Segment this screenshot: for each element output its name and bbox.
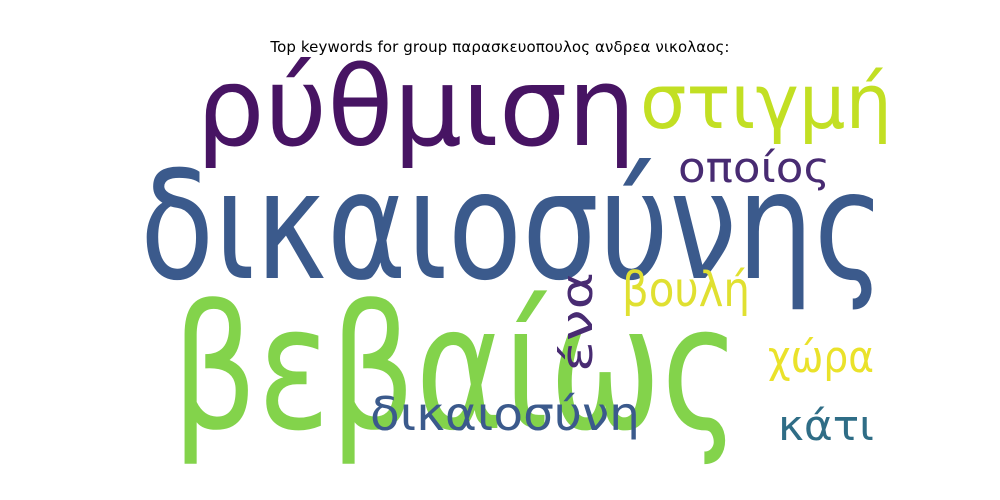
chart-title: Top keywords for group παρασκευοπουλος α… bbox=[270, 38, 730, 56]
word-1: δικαιοσύνης bbox=[140, 140, 885, 314]
word-9: δικαιοσύνη bbox=[370, 387, 640, 441]
word-4: στιγμή bbox=[640, 57, 892, 146]
word-7: ένα bbox=[552, 272, 603, 372]
word-3: ρύθμιση bbox=[196, 43, 636, 171]
word-5: οποίος bbox=[678, 143, 830, 192]
word-10: κάτι bbox=[778, 401, 874, 450]
word-8: χώρα bbox=[768, 332, 874, 383]
word-6: βουλή bbox=[622, 262, 750, 318]
word-2: βεβαίως bbox=[172, 268, 740, 469]
